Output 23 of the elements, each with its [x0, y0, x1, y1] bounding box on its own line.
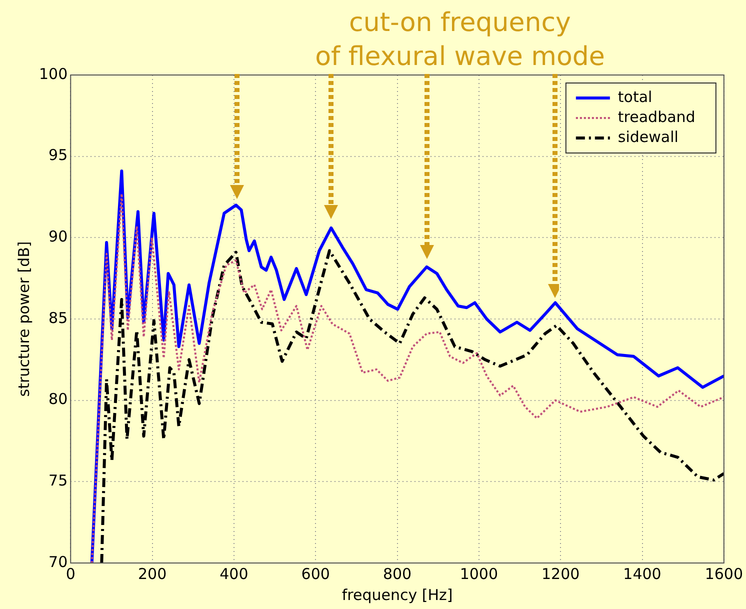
- line-series: [100, 249, 724, 563]
- y-tick-label: 80: [48, 390, 68, 408]
- y-tick-label: 75: [48, 472, 68, 490]
- y-tick-label: 100: [38, 64, 68, 83]
- x-tick-label: 200: [138, 564, 167, 583]
- x-tick-label: 600: [301, 564, 330, 583]
- x-tick-label: 400: [220, 564, 248, 583]
- y-tick-label: 85: [48, 308, 68, 327]
- y-tick-label: 95: [48, 146, 68, 164]
- y-tick-label: 90: [48, 228, 68, 246]
- x-tick-label: 1000: [460, 564, 498, 583]
- legend-label: sidewall: [618, 128, 678, 146]
- legend-label: treadband: [618, 108, 696, 126]
- x-tick-label: 1200: [542, 564, 580, 583]
- x-tick-label: 0: [66, 564, 76, 583]
- x-tick-label: 800: [382, 564, 412, 583]
- y-tick-label: 70: [48, 552, 68, 571]
- text: cut-on frequency of flexural wave mode: [314, 7, 606, 74]
- x-tick-label: 1600: [704, 564, 744, 583]
- legend-label: total: [618, 88, 652, 106]
- y-axis-title: structure power [dB]: [14, 241, 33, 397]
- x-tick-label: 1400: [623, 564, 662, 583]
- x-axis-title: frequency [Hz]: [342, 586, 453, 604]
